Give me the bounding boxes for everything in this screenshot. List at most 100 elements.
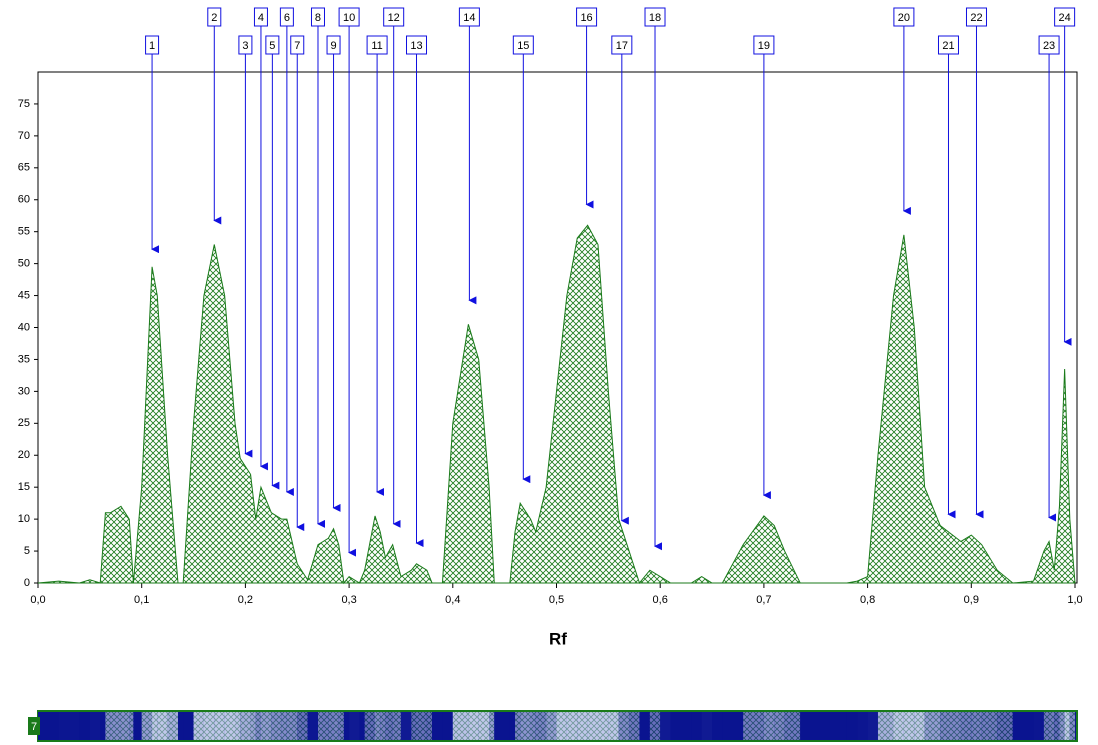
peak-label: 11 (371, 40, 382, 52)
peak-label: 20 (898, 12, 910, 24)
lane-hatch (567, 712, 577, 740)
lane-hatch (271, 712, 281, 740)
y-tick-label: 75 (18, 98, 30, 110)
lane-label: 7 (31, 721, 37, 733)
peak-label: 22 (970, 12, 982, 24)
peak-label: 4 (258, 12, 264, 24)
lane-hatch (650, 712, 660, 740)
lane-segment (800, 712, 847, 740)
y-tick-label: 10 (18, 513, 30, 525)
lane-segment (639, 712, 649, 740)
y-tick-label: 25 (18, 417, 30, 429)
lane-hatch (157, 712, 167, 740)
lane-hatch (287, 712, 297, 740)
lane-segment (90, 712, 100, 740)
lane-hatch (282, 712, 287, 740)
lane-segment (702, 712, 712, 740)
x-tick-label: 0,3 (341, 594, 356, 606)
lane-hatch (961, 712, 971, 740)
x-tick-label: 1,0 (1067, 594, 1082, 606)
lane-hatch (111, 712, 121, 740)
y-tick-label: 55 (18, 226, 30, 238)
peak-label: 3 (242, 40, 248, 52)
y-tick-label: 15 (18, 481, 30, 493)
lane-segment (671, 712, 692, 740)
peak-label: 8 (315, 12, 321, 24)
y-tick-label: 35 (18, 353, 30, 365)
lane-hatch (468, 712, 478, 740)
y-tick-label: 20 (18, 449, 30, 461)
lane-hatch (925, 712, 941, 740)
lane-segment (494, 712, 510, 740)
lane-hatch (894, 712, 904, 740)
peak-label: 2 (211, 12, 217, 24)
lane-hatch (453, 712, 469, 740)
lane-hatch (557, 712, 567, 740)
lane-segment (183, 712, 193, 740)
lane-hatch (385, 712, 392, 740)
peak-label: 16 (580, 12, 592, 24)
x-tick-label: 0,8 (860, 594, 875, 606)
lane-segment (100, 712, 105, 740)
lane-segment (691, 712, 701, 740)
lane-hatch (411, 712, 416, 740)
chart: Rf 0510152025303540455055606570750,00,10… (0, 0, 1098, 745)
lane-hatch (629, 712, 639, 740)
peak-label: 18 (649, 12, 661, 24)
lane-hatch (489, 712, 494, 740)
x-tick-label: 0,4 (445, 594, 460, 606)
y-tick-label: 45 (18, 289, 30, 301)
lane-segment (178, 712, 183, 740)
lane-hatch (256, 712, 261, 740)
x-tick-label: 0,0 (30, 594, 45, 606)
lane-hatch (914, 712, 924, 740)
x-tick-label: 0,7 (756, 594, 771, 606)
lane-hatch (619, 712, 629, 740)
lane-segment (510, 712, 515, 740)
y-tick-label: 65 (18, 162, 30, 174)
lane-hatch (904, 712, 914, 740)
lane-hatch (515, 712, 520, 740)
lane-hatch (1059, 712, 1064, 740)
lane-segment (401, 712, 411, 740)
lane-segment (660, 712, 670, 740)
lane-hatch (121, 712, 129, 740)
peak-label: 17 (616, 40, 628, 52)
lane-hatch (194, 712, 204, 740)
lane-hatch (598, 712, 608, 740)
lane-hatch (1054, 712, 1059, 740)
lane-hatch (235, 712, 240, 740)
lane-hatch (152, 712, 157, 740)
lane-hatch (214, 712, 224, 740)
lane-hatch (225, 712, 235, 740)
lane-hatch (982, 712, 998, 740)
lane-hatch (334, 712, 339, 740)
y-tick-label: 70 (18, 130, 30, 142)
peak-label: 1 (149, 40, 155, 52)
lane-hatch (940, 712, 961, 740)
x-tick-label: 0,6 (653, 594, 668, 606)
lane-segment (1034, 712, 1044, 740)
lane-segment (722, 712, 743, 740)
peak-label: 5 (269, 40, 275, 52)
peak-label: 15 (517, 40, 529, 52)
lane-segment (359, 712, 364, 740)
lane-hatch (1065, 712, 1070, 740)
x-tick-label: 0,5 (549, 594, 564, 606)
lane-segment (1013, 712, 1034, 740)
lane-segment (432, 712, 442, 740)
peak-label: 23 (1043, 40, 1055, 52)
lane-segment (847, 712, 857, 740)
peak-label: 10 (343, 12, 355, 24)
peak-label: 7 (294, 40, 300, 52)
peak-label: 9 (330, 40, 336, 52)
peak-label: 19 (758, 40, 770, 52)
lane-hatch (251, 712, 256, 740)
lane-hatch (743, 712, 764, 740)
lane-hatch (546, 712, 556, 740)
lane-segment (308, 712, 318, 740)
lane-segment (857, 712, 867, 740)
x-tick-label: 0,9 (964, 594, 979, 606)
y-tick-label: 30 (18, 385, 30, 397)
lane-hatch (608, 712, 618, 740)
